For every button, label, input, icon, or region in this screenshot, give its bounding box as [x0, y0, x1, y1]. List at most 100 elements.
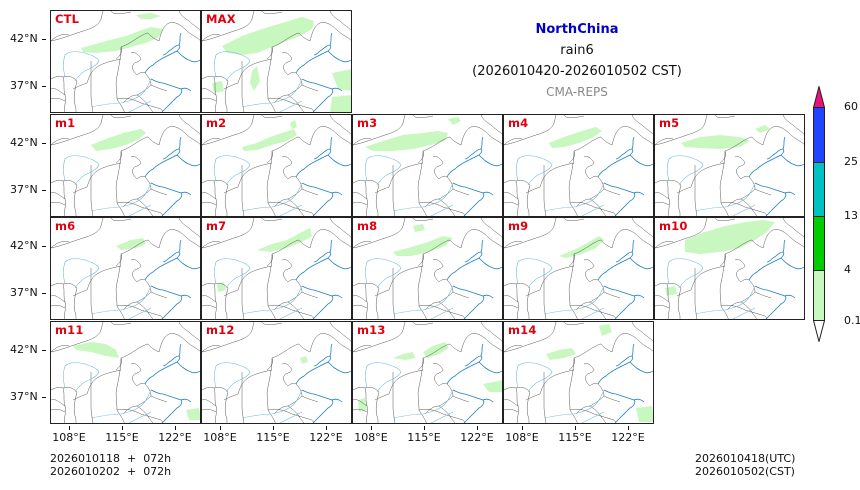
- colorbar-label-25: 25: [844, 155, 858, 168]
- map-panel-m10: m10: [654, 217, 805, 320]
- precipitation-map: [504, 115, 653, 216]
- colorbar-segment-0.1-4: [813, 270, 825, 321]
- panel-label: m10: [659, 219, 688, 233]
- rain-area: [300, 356, 308, 364]
- rain-area: [222, 17, 314, 55]
- map-panel-m11: m11: [50, 321, 201, 424]
- lat-tick-label: 42°N: [10, 239, 46, 252]
- lat-tick-label: 42°N: [10, 32, 46, 45]
- rain-area: [330, 95, 351, 112]
- rain-area: [332, 69, 351, 91]
- variable-title: rain6: [560, 43, 594, 58]
- init-line-2: 2026010202 + 072h: [50, 465, 172, 478]
- rain-area: [423, 342, 449, 358]
- map-panel-m2: m2: [201, 114, 352, 217]
- panel-label: m8: [357, 219, 378, 233]
- map-panel-m1: m1: [50, 114, 201, 217]
- precipitation-map: [353, 115, 502, 216]
- map-panel-m4: m4: [503, 114, 654, 217]
- panel-label: m2: [206, 116, 227, 130]
- rain-area: [116, 238, 146, 250]
- precipitation-map: [655, 115, 804, 216]
- panel-label: m14: [508, 323, 537, 337]
- precipitation-map: [353, 322, 502, 423]
- rain-area: [217, 282, 226, 292]
- colorbar-label-0.1: 0.1: [844, 314, 860, 327]
- panel-label: m6: [55, 219, 76, 233]
- region-title: NorthChina: [535, 22, 619, 37]
- panel-label: m11: [55, 323, 84, 337]
- lon-tick-label: 115°E: [399, 426, 449, 444]
- lon-tick-label: 108°E: [44, 426, 94, 444]
- rain-area: [483, 380, 502, 392]
- lon-tick-label: 122°E: [301, 426, 351, 444]
- lon-tick-label: 108°E: [497, 426, 547, 444]
- lat-tick-label: 37°N: [10, 79, 46, 92]
- colorbar-label-4: 4: [844, 263, 851, 276]
- lon-tick-label: 122°E: [603, 426, 653, 444]
- precipitation-map: [51, 115, 200, 216]
- rain-area: [91, 129, 146, 151]
- colorbar-under-triangle-icon: [813, 320, 825, 342]
- period-title: (2026010420-2026010502 CST): [472, 64, 682, 79]
- rain-area: [448, 117, 461, 125]
- rain-area: [81, 27, 163, 53]
- colorbar-label-60: 60: [844, 100, 858, 113]
- rain-area: [665, 286, 677, 296]
- panel-label: m3: [357, 116, 378, 130]
- rain-area: [212, 81, 224, 93]
- precipitation-map: [202, 218, 351, 319]
- precipitation-map: [353, 218, 502, 319]
- map-panel-m3: m3: [352, 114, 503, 217]
- panel-label: m12: [206, 323, 235, 337]
- model-title: CMA-REPS: [546, 85, 608, 99]
- lon-tick-label: 122°E: [150, 426, 200, 444]
- valid-time-cst: 2026010502(CST): [695, 465, 795, 478]
- colorbar-label-13: 13: [844, 209, 858, 222]
- rain-area: [685, 220, 775, 254]
- map-panel-ctl: CTL: [50, 10, 201, 113]
- map-panel-m7: m7: [201, 217, 352, 320]
- rain-area: [559, 236, 604, 258]
- valid-time-utc: 2026010418(UTC): [695, 452, 796, 465]
- rain-area: [546, 348, 576, 360]
- rain-area: [393, 236, 453, 256]
- precipitation-map: [51, 322, 200, 423]
- map-panel-m9: m9: [503, 217, 654, 320]
- map-panel-m6: m6: [50, 217, 201, 320]
- rain-area: [242, 129, 297, 151]
- lon-tick-label: 108°E: [346, 426, 396, 444]
- precipitation-map: [202, 115, 351, 216]
- rain-area: [413, 224, 425, 232]
- rain-area: [290, 120, 297, 129]
- panel-label: CTL: [55, 12, 80, 26]
- map-panel-m5: m5: [654, 114, 805, 217]
- lon-tick-label: 115°E: [550, 426, 600, 444]
- map-panel-m14: m14: [503, 321, 654, 424]
- init-time-info: 2026010118 + 072h 2026010202 + 072h: [50, 452, 171, 478]
- panel-label: m4: [508, 116, 529, 130]
- map-panel-m8: m8: [352, 217, 503, 320]
- lat-tick-label: 42°N: [10, 136, 46, 149]
- lon-tick-label: 115°E: [97, 426, 147, 444]
- precipitation-map: [655, 218, 804, 319]
- rain-area: [755, 125, 770, 133]
- rain-area: [393, 352, 415, 360]
- precipitation-map: [504, 322, 653, 423]
- panel-label: m1: [55, 116, 76, 130]
- panel-label: MAX: [206, 12, 236, 26]
- lat-tick-label: 37°N: [10, 183, 46, 196]
- map-panel-m13: m13: [352, 321, 503, 424]
- colorbar-segment-13-25: [813, 162, 825, 217]
- map-panel-m12: m12: [201, 321, 352, 424]
- colorbar-segment-25-60: [813, 107, 825, 163]
- lat-tick-label: 37°N: [10, 390, 46, 403]
- panel-label: m9: [508, 219, 529, 233]
- init-line-1: 2026010118 + 072h: [50, 452, 172, 465]
- panel-label: m13: [357, 323, 386, 337]
- rain-area: [681, 135, 750, 149]
- rain-area: [549, 127, 602, 148]
- rain-area: [186, 408, 200, 420]
- colorbar-segment-4-13: [813, 216, 825, 271]
- lon-tick-label: 115°E: [248, 426, 298, 444]
